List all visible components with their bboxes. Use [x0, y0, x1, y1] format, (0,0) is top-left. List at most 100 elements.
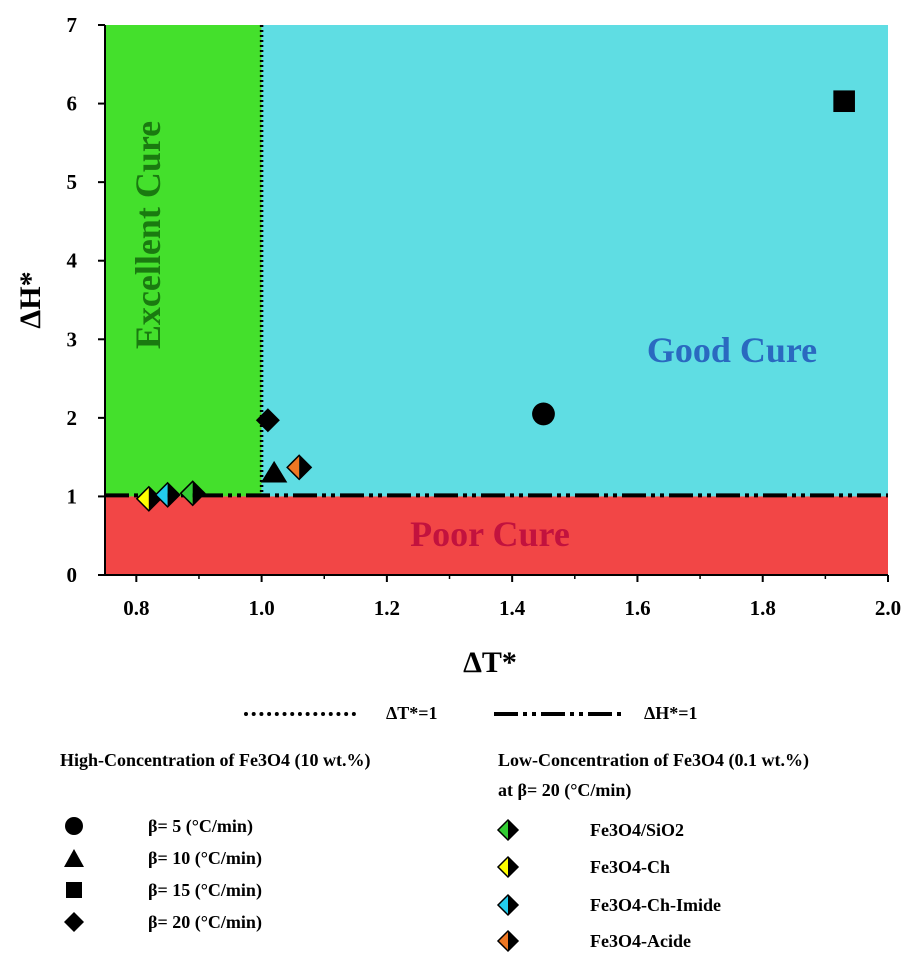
diamond-mark [255, 408, 280, 433]
x-tick-label: 1.6 [624, 596, 650, 620]
legend-item-dashdot-line: ΔH*=1 [494, 703, 698, 724]
y-tick-label: 1 [67, 484, 78, 508]
legend-label: Fe3O4-Ch [590, 856, 670, 877]
legend-item-fe3o4-sio2: Fe3O4/SiO2 [496, 818, 684, 842]
region-label-excellent: Excellent Cure [128, 121, 168, 349]
legend-label: Fe3O4/SiO2 [590, 819, 684, 840]
half-diamond-orange-icon [496, 929, 520, 953]
dashdot-line-label: ΔH*=1 [644, 703, 698, 723]
cure-regions [105, 25, 889, 575]
low-concentration-subtitle: at β= 20 (°C/min) [498, 780, 632, 800]
legend-marker [496, 855, 520, 879]
half-diamond-cyan-icon [496, 893, 520, 917]
region-poor-cure [105, 496, 888, 575]
y-tick-label: 4 [67, 249, 78, 273]
dotted-line-label: ΔT*=1 [386, 703, 438, 723]
data-point-7 [286, 454, 313, 481]
y-tick-label: 0 [67, 563, 78, 587]
legend-marker [496, 818, 520, 842]
diamond-outline [286, 454, 313, 481]
legend-label: Fe3O4-Acide [590, 930, 691, 951]
legend-marker [496, 893, 520, 917]
diamond-left-half [287, 455, 300, 480]
data-point-2 [833, 90, 855, 113]
legend-item-beta-10: β= 10 (°C/min) [62, 846, 262, 870]
dotted-line-swatch [244, 711, 356, 716]
x-axis-title: ΔT* [463, 646, 517, 679]
diamond-outline [179, 480, 206, 507]
y-tick-label: 2 [67, 406, 78, 430]
legend-label: Fe3O4-Ch-Imide [590, 894, 721, 915]
diamond-left-half [180, 481, 193, 506]
region-label-poor: Poor Cure [410, 514, 570, 554]
x-tick-label: 1.0 [248, 596, 274, 620]
diamond-marker-icon [64, 912, 84, 932]
dashdot-line-swatch [494, 711, 624, 716]
diamond-right-half [299, 455, 312, 480]
x-tick-label: 2.0 [875, 596, 901, 620]
reference-lines [105, 25, 888, 498]
diamond-left-half [498, 931, 508, 951]
x-tick-label: 1.8 [750, 596, 776, 620]
half-diamond-green-icon [496, 818, 520, 842]
legend-item-fe3o4-acide: Fe3O4-Acide [496, 929, 691, 953]
data-points [135, 90, 855, 512]
legend-label: β= 10 (°C/min) [148, 847, 262, 868]
legend-item-fe3o4-ch: Fe3O4-Ch [496, 855, 670, 879]
diamond-right-half [192, 481, 205, 506]
legend-label: β= 15 (°C/min) [148, 879, 262, 900]
diamond-outline [496, 855, 520, 879]
y-tick-label: 3 [67, 327, 78, 351]
data-point-4 [179, 480, 206, 507]
circle-marker-icon [65, 817, 83, 835]
legend-item-beta-20: β= 20 (°C/min) [62, 910, 262, 934]
legend-item-fe3o4-ch-imide: Fe3O4-Ch-Imide [496, 893, 721, 917]
diamond-outline [496, 893, 520, 917]
legend-label: β= 5 (°C/min) [148, 815, 253, 836]
diamond-right-half [508, 895, 518, 915]
legend-item-dotted-line: ΔT*=1 [244, 703, 438, 724]
region-excellent-cure [105, 25, 262, 497]
region-good-cure [261, 25, 889, 497]
legend-marker [496, 929, 520, 953]
diamond-right-half [508, 820, 518, 840]
diamond-left-half [498, 820, 508, 840]
data-point-0 [532, 402, 555, 426]
diamond-left-half [498, 857, 508, 877]
legend-item-beta-15: β= 15 (°C/min) [62, 878, 262, 902]
region-label-good: Good Cure [647, 330, 817, 370]
axes: 0.8 1.0 1.2 1.4 1.6 1.8 2.0 0 1 2 3 4 5 6 7 [67, 13, 902, 620]
y-tick-label: 6 [67, 92, 78, 116]
x-tick-label: 1.2 [374, 596, 400, 620]
diamond-left-half [498, 895, 508, 915]
triangle-marker-icon [64, 849, 84, 867]
diamond-outline [496, 929, 520, 953]
region-labels: Excellent Cure Good Cure Poor Cure [128, 121, 817, 554]
diamond-right-half [508, 857, 518, 877]
x-tick-label: 1.4 [499, 596, 526, 620]
diamond-right-half [167, 482, 180, 507]
diamond-right-half [508, 931, 518, 951]
high-concentration-title: High-Concentration of Fe3O4 (10 wt.%) [60, 750, 371, 770]
square-mark [833, 90, 855, 113]
y-tick-label: 5 [67, 170, 78, 194]
low-concentration-title: Low-Concentration of Fe3O4 (0.1 wt.%) [498, 750, 809, 770]
half-diamond-yellow-icon [496, 855, 520, 879]
diamond-left-half [136, 486, 149, 511]
square-marker-icon [66, 882, 82, 898]
x-tick-label: 0.8 [123, 596, 149, 620]
legend-item-beta-5: β= 5 (°C/min) [62, 814, 253, 838]
diamond-left-half [155, 482, 168, 507]
data-point-6 [154, 481, 181, 508]
legend-label: β= 20 (°C/min) [148, 911, 262, 932]
y-tick-label: 7 [67, 13, 78, 37]
y-axis-title: ΔH* [14, 271, 47, 328]
chart-svg: Excellent Cure Good Cure Poor Cure 0.8 1.0 1… [14, 13, 902, 679]
triangle-mark [260, 460, 288, 483]
circle-mark [532, 402, 555, 426]
data-point-1 [260, 460, 288, 483]
diamond-outline [154, 481, 181, 508]
diamond-outline [496, 818, 520, 842]
data-point-3 [255, 408, 280, 433]
diamond-right-half [148, 486, 161, 511]
